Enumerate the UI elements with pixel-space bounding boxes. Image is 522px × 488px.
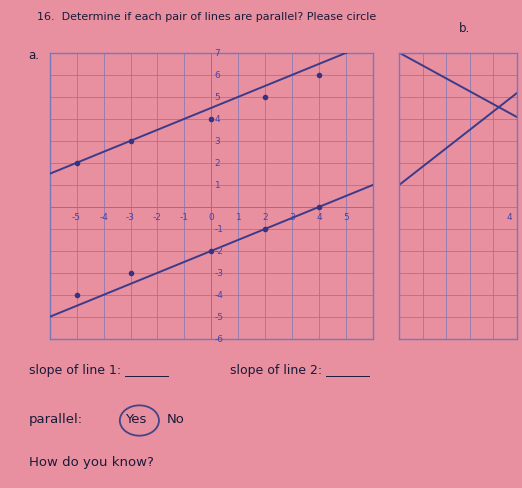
Text: -2: -2 bbox=[215, 247, 223, 256]
Text: 4: 4 bbox=[316, 213, 322, 222]
Text: 2: 2 bbox=[215, 159, 220, 168]
Text: -3: -3 bbox=[215, 269, 223, 278]
Text: -1: -1 bbox=[215, 225, 223, 234]
Text: No: No bbox=[167, 412, 185, 426]
Text: a.: a. bbox=[29, 49, 40, 62]
Text: 1: 1 bbox=[235, 213, 241, 222]
Text: -4: -4 bbox=[215, 291, 223, 300]
Text: -2: -2 bbox=[153, 213, 162, 222]
Text: parallel:: parallel: bbox=[29, 412, 83, 426]
Text: b.: b. bbox=[459, 22, 471, 35]
Text: 0: 0 bbox=[208, 213, 215, 222]
Text: 5: 5 bbox=[343, 213, 349, 222]
Text: 16.  Determine if each pair of lines are parallel? Please circle: 16. Determine if each pair of lines are … bbox=[37, 12, 376, 22]
Text: 3: 3 bbox=[215, 137, 220, 146]
Text: -4: -4 bbox=[99, 213, 108, 222]
Text: Yes: Yes bbox=[125, 412, 147, 426]
Text: -5: -5 bbox=[215, 313, 223, 322]
Text: -3: -3 bbox=[126, 213, 135, 222]
Text: slope of line 2: _______: slope of line 2: _______ bbox=[230, 364, 370, 377]
Text: 3: 3 bbox=[289, 213, 295, 222]
Text: 6: 6 bbox=[215, 71, 220, 80]
Text: 5: 5 bbox=[215, 93, 220, 102]
Text: How do you know?: How do you know? bbox=[29, 455, 153, 468]
Text: -1: -1 bbox=[180, 213, 189, 222]
Text: 7: 7 bbox=[215, 49, 220, 58]
Text: 4: 4 bbox=[215, 115, 220, 124]
Text: 1: 1 bbox=[215, 181, 220, 190]
Text: -6: -6 bbox=[215, 335, 223, 344]
Text: 2: 2 bbox=[263, 213, 268, 222]
Text: slope of line 1: _______: slope of line 1: _______ bbox=[29, 364, 169, 377]
Text: -5: -5 bbox=[72, 213, 81, 222]
Text: 4: 4 bbox=[507, 213, 513, 222]
